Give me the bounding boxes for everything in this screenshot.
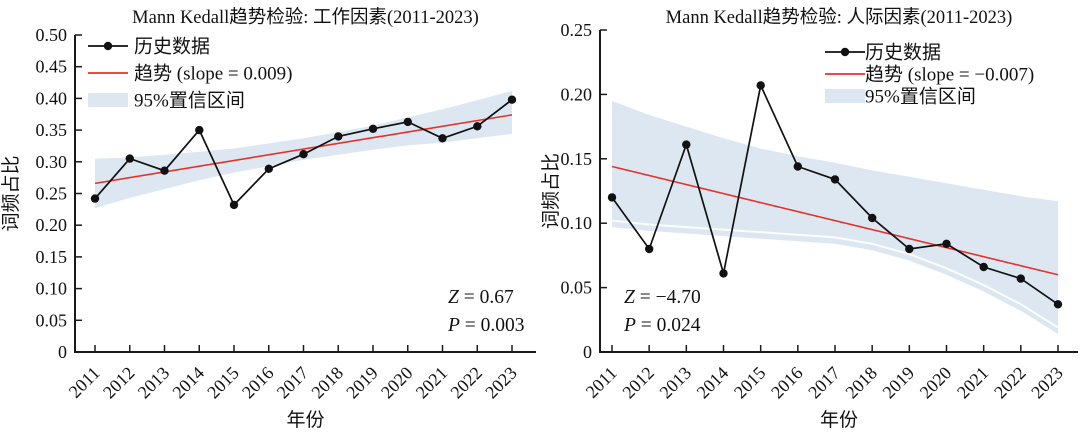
x-tick-label: 2014 xyxy=(693,363,733,403)
data-point xyxy=(229,200,239,210)
x-tick-label: 2019 xyxy=(342,363,382,403)
data-point xyxy=(756,81,765,90)
y-tick-label: 0.15 xyxy=(561,149,593,169)
y-tick-label: 0.20 xyxy=(561,84,593,104)
y-tick-label: 0.30 xyxy=(36,152,68,172)
x-tick-label: 2015 xyxy=(730,363,770,403)
data-point xyxy=(334,132,343,141)
data-point xyxy=(403,117,412,127)
legend-label: 历史数据 xyxy=(865,42,941,64)
data-point xyxy=(719,269,728,278)
data-point xyxy=(473,122,482,131)
legend-label: 95%置信区间 xyxy=(134,90,245,112)
data-point xyxy=(1016,274,1025,283)
legend-band-swatch xyxy=(88,93,128,107)
data-point xyxy=(368,124,378,133)
legend-series-marker xyxy=(103,41,113,51)
y-tick-label: 0.10 xyxy=(561,213,593,233)
data-point xyxy=(264,164,273,173)
annotation-z: Z = −4.70 xyxy=(624,287,701,308)
data-point xyxy=(90,194,100,203)
data-point xyxy=(830,175,840,184)
legend-band-swatch xyxy=(825,89,865,103)
x-tick-label: 2020 xyxy=(377,363,417,403)
x-tick-label: 2012 xyxy=(618,363,658,403)
chart-title-interpersonal-factors: Mann Kedall趋势检验: 人际因素(2011-2023) xyxy=(665,8,1013,28)
y-tick-label: 0.10 xyxy=(36,279,68,299)
x-tick-label: 2015 xyxy=(203,363,243,403)
data-point xyxy=(645,244,654,254)
data-point xyxy=(942,239,951,248)
band-inner-highlight xyxy=(611,219,1059,329)
x-tick-label: 2016 xyxy=(767,363,807,403)
data-point xyxy=(1053,300,1063,309)
chart-title-work-factors: Mann Kedall趋势检验: 工作因素(2011-2023) xyxy=(132,8,479,28)
y-tick-label: 0.20 xyxy=(36,215,68,235)
x-tick-label: 2017 xyxy=(804,363,844,403)
x-tick-label: 2023 xyxy=(481,363,521,403)
data-point xyxy=(682,140,691,149)
x-tick-label: 2017 xyxy=(273,363,313,403)
x-tick-label: 2018 xyxy=(841,363,881,403)
data-point xyxy=(160,166,169,175)
x-tick-label: 2022 xyxy=(990,363,1030,403)
y-tick-label: 0.25 xyxy=(36,184,68,204)
x-tick-label: 2019 xyxy=(879,363,919,403)
data-point xyxy=(905,244,914,254)
x-tick-label: 2020 xyxy=(916,363,956,403)
data-point xyxy=(438,134,447,143)
data-point xyxy=(607,193,617,202)
x-tick-label: 2013 xyxy=(656,363,696,403)
data-point xyxy=(195,125,204,135)
x-tick-label: 2013 xyxy=(134,363,174,403)
annotation-z: Z = 0.67 xyxy=(448,287,514,308)
y-tick-label: 0.40 xyxy=(36,88,68,108)
x-axis-label: 年份 xyxy=(820,409,858,431)
x-tick-label: 2016 xyxy=(238,363,278,403)
y-tick-label: 0.05 xyxy=(36,310,68,330)
chart-panel-work-factors: Mann Kedall趋势检验: 工作因素(2011-2023) 0 0.05 0.… xyxy=(0,8,536,431)
x-tick-label: 2023 xyxy=(1027,363,1067,403)
chart-panel-interpersonal-factors: Mann Kedall趋势检验: 人际因素(2011-2023) 0 0.05 0.… xyxy=(540,0,1080,434)
data-point xyxy=(868,213,877,223)
confidence-band xyxy=(612,100,1058,334)
y-tick-label: 0.25 xyxy=(561,20,593,40)
y-tick-label: 0.45 xyxy=(36,57,68,77)
y-axis-label: 词频占比 xyxy=(540,153,562,229)
legend-label: 历史数据 xyxy=(134,36,210,58)
y-tick-label: 0.05 xyxy=(561,278,593,298)
y-tick-label: 0.50 xyxy=(36,25,68,45)
y-tick-label: 0 xyxy=(58,342,67,362)
legend-label: 95%置信区间 xyxy=(865,86,976,108)
annotation-p: P = 0.024 xyxy=(623,315,701,336)
legend-label: 趋势 (slope = 0.009) xyxy=(134,63,292,85)
data-point xyxy=(979,262,988,272)
data-point xyxy=(793,162,802,171)
trend-line xyxy=(611,165,1059,276)
legend-label: 趋势 (slope = −0.007) xyxy=(865,64,1034,86)
x-tick-label: 2021 xyxy=(953,363,993,403)
chart-work-factors: 0 0.05 0.10 0.15 0.20 0.25 0.30 0.35 0.40 0.45 0.5… xyxy=(0,25,536,431)
trend-line xyxy=(94,114,513,185)
x-tick-label: 2011 xyxy=(582,363,621,402)
y-axis-label: 词频占比 xyxy=(0,155,22,231)
data-point xyxy=(299,150,308,159)
x-axis-label: 年份 xyxy=(286,409,324,431)
data-point xyxy=(125,154,134,163)
x-tick-label: 2022 xyxy=(446,363,486,403)
chart-interpersonal-factors: 00.050.100.150.200.252011201220132014201… xyxy=(540,20,1078,431)
y-tick-label: 0.15 xyxy=(36,247,68,267)
data-point xyxy=(507,95,517,104)
x-tick-label: 2012 xyxy=(99,363,139,403)
x-tick-label: 2018 xyxy=(307,363,347,403)
x-tick-label: 2021 xyxy=(412,363,452,403)
y-tick-label: 0.35 xyxy=(36,120,68,140)
x-tick-label: 2014 xyxy=(168,363,208,403)
legend-series-marker xyxy=(840,47,850,57)
y-tick-label: 0 xyxy=(583,342,592,362)
x-tick-label: 2011 xyxy=(65,363,104,402)
annotation-p: P = 0.003 xyxy=(447,315,525,336)
